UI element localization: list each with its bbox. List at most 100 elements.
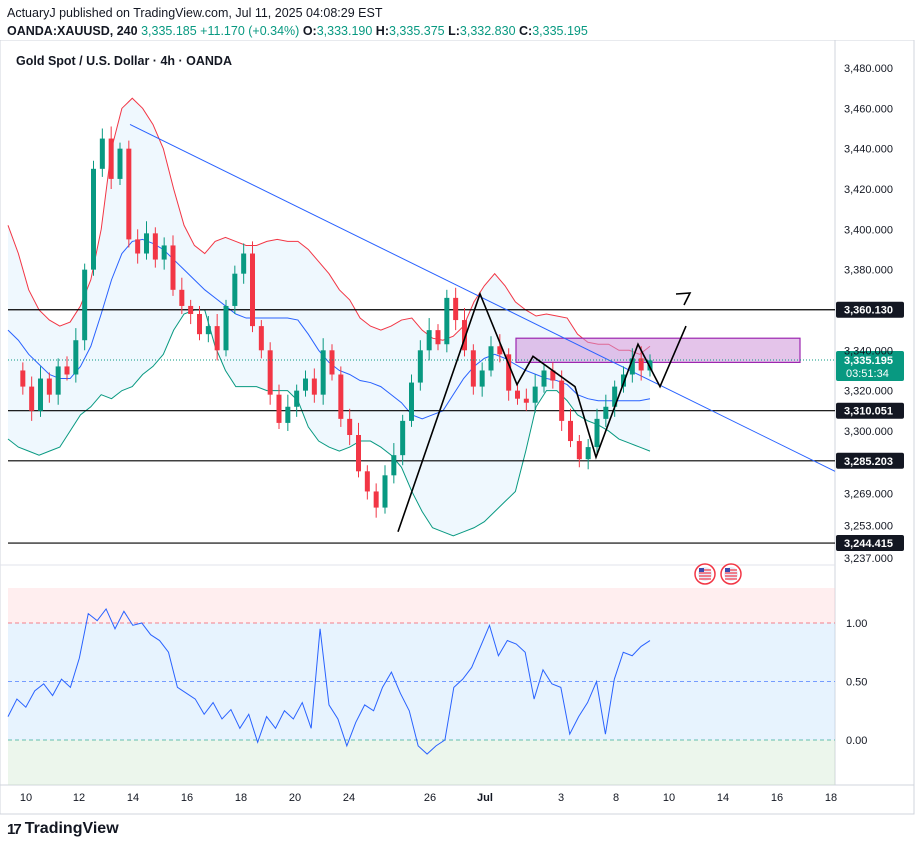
candle-body xyxy=(294,390,300,407)
candles-group xyxy=(20,126,653,518)
price-change: +11.170 (+0.34%) xyxy=(200,24,300,38)
projection-arrow-head xyxy=(675,292,692,306)
candle-body xyxy=(621,374,626,387)
time-tick-label: 10 xyxy=(663,792,675,804)
time-tick-label: 24 xyxy=(343,792,355,804)
candle-body xyxy=(532,386,538,403)
time-tick-label: 26 xyxy=(424,792,436,804)
open-label: O: xyxy=(302,24,317,38)
candle-body xyxy=(108,138,114,179)
candle-body xyxy=(356,434,361,472)
time-tick-label: 8 xyxy=(613,792,619,804)
price-tick-label: 3,320.000 xyxy=(844,386,893,398)
candle-body xyxy=(347,418,353,435)
candle-body xyxy=(188,305,194,315)
candle-body xyxy=(223,305,229,351)
candle-body xyxy=(267,350,273,395)
rsi-tick-label: 0.50 xyxy=(846,677,867,689)
candle-body xyxy=(117,148,123,179)
candle-body xyxy=(38,378,43,411)
candle-body xyxy=(391,455,397,476)
candle-body xyxy=(488,346,494,371)
flag-canton xyxy=(725,568,730,572)
candle-body xyxy=(320,350,326,395)
candle-body xyxy=(20,370,26,387)
level-label-box xyxy=(836,301,904,318)
candle-body xyxy=(258,326,264,351)
candle-body xyxy=(409,382,414,421)
flag-canton xyxy=(699,568,704,572)
price-tick-label: 3,300.000 xyxy=(844,426,893,438)
candle-body xyxy=(559,380,565,421)
rsi-oversold-zone xyxy=(8,740,835,785)
high-label: H: xyxy=(375,24,389,38)
rsi-line xyxy=(7,607,651,755)
price-tick-label: 3,400.000 xyxy=(844,224,893,236)
level-label-box xyxy=(836,402,904,419)
candle-body xyxy=(541,370,547,387)
candle-body xyxy=(400,420,406,456)
time-tick-label: 16 xyxy=(771,792,783,804)
bollinger-band-fill xyxy=(8,98,650,536)
candle-body xyxy=(506,354,512,391)
time-tick-label: Jul xyxy=(477,792,493,804)
candle-body xyxy=(285,406,291,423)
projection-path xyxy=(397,291,687,533)
candle-body xyxy=(241,253,247,274)
candle-body xyxy=(612,386,618,407)
high-value: 3,335.375 xyxy=(389,24,445,38)
candle-body xyxy=(568,420,573,442)
candle-body xyxy=(276,394,282,423)
candle-body xyxy=(135,239,141,254)
candle-body xyxy=(73,340,79,375)
price-tick-label: 3,253.000 xyxy=(844,521,893,533)
candle-body xyxy=(382,475,388,508)
candle-body xyxy=(638,358,644,371)
tradingview-logo-icon: 17 xyxy=(7,820,22,838)
level-label: 3,285.203 xyxy=(844,456,893,468)
candle-body xyxy=(311,378,317,395)
candle-body xyxy=(603,406,609,419)
candle-body xyxy=(426,330,432,351)
price-tick-label: 3,420.000 xyxy=(844,184,893,196)
low-value: 3,332.830 xyxy=(459,24,516,38)
candle-body xyxy=(515,390,520,399)
time-tick-label: 20 xyxy=(289,792,301,804)
candle-body xyxy=(205,326,211,335)
time-tick-label: 16 xyxy=(181,792,193,804)
candle-body xyxy=(232,273,238,306)
time-tick-label: 14 xyxy=(127,792,139,804)
candle-body xyxy=(214,326,220,351)
candle-body xyxy=(91,168,96,270)
bollinger-lower-line xyxy=(7,309,651,537)
candle-body xyxy=(470,350,476,387)
publish-info: ActuaryJ published on TradingView.com, J… xyxy=(7,6,383,20)
candle-body xyxy=(629,358,635,375)
level-label: 3,244.415 xyxy=(844,538,893,550)
time-tick-label: 10 xyxy=(20,792,32,804)
candle-body xyxy=(55,366,61,395)
candle-body xyxy=(497,346,503,355)
tradingview-logo[interactable]: 17 TradingView xyxy=(7,820,119,838)
candle-body xyxy=(144,233,149,254)
price-chart[interactable]: Gold Spot / U.S. Dollar · 4h · OANDA 3,36… xyxy=(0,40,915,815)
rsi-overbought-zone xyxy=(8,588,835,623)
tradingview-brand: TradingView xyxy=(24,820,119,837)
candle-body xyxy=(329,350,335,375)
candle-body xyxy=(479,370,485,387)
candle-body xyxy=(179,289,185,306)
open-value: 3,333.190 xyxy=(316,24,373,38)
symbol-name: OANDA:XAUUSD, 240 xyxy=(7,24,138,38)
price-tick-label: 3,340.000 xyxy=(844,345,893,357)
candle-body xyxy=(170,245,176,290)
candle-body xyxy=(435,330,441,345)
last-price: 3,335.185 xyxy=(141,24,197,38)
level-label: 3,310.051 xyxy=(844,406,893,418)
candle-body xyxy=(523,398,529,403)
candle-body xyxy=(152,233,158,260)
rsi-tick-label: 1.00 xyxy=(846,618,867,630)
chart-title: Gold Spot / U.S. Dollar · 4h · OANDA xyxy=(16,54,232,68)
price-tick-label: 3,480.000 xyxy=(844,63,893,75)
candle-body xyxy=(338,374,344,419)
candle-body xyxy=(64,366,70,375)
